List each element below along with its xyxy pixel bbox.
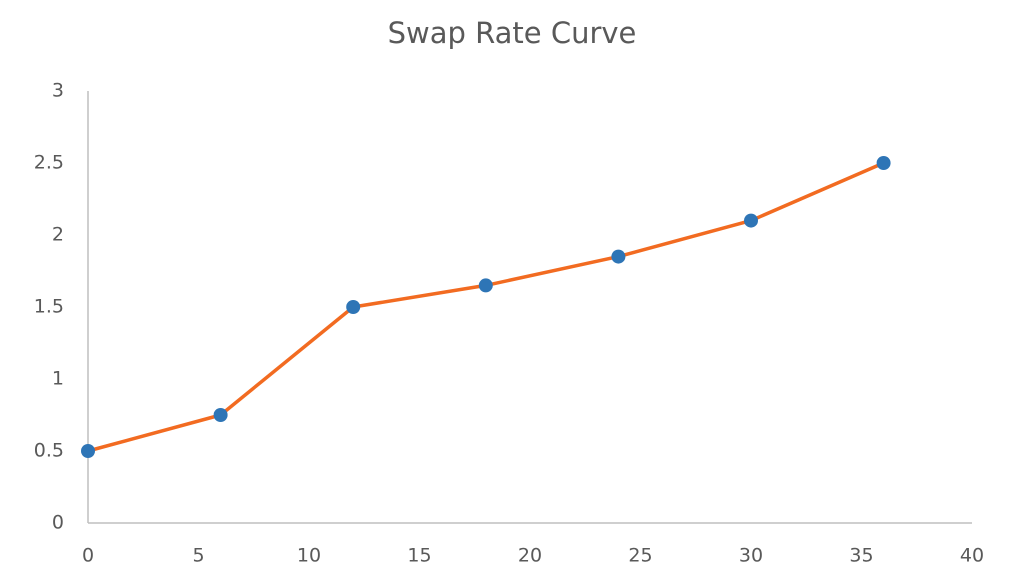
y-tick-label: 0 — [52, 512, 64, 534]
chart-title: Swap Rate Curve — [388, 16, 637, 50]
marker — [611, 249, 626, 264]
line — [87, 161, 885, 453]
x-tick-label: 15 — [407, 545, 431, 567]
x-tick-label: 40 — [960, 545, 984, 567]
x-tick-label: 5 — [192, 545, 204, 567]
marker — [213, 408, 228, 422]
y-tick-label: 1 — [52, 368, 64, 390]
y-tick-label: 1.5 — [34, 296, 64, 318]
x-tick-label: 10 — [297, 545, 321, 567]
x-tick-label: 30 — [739, 545, 763, 567]
marker — [876, 156, 891, 170]
x-tick-label: 20 — [518, 545, 542, 567]
x-tick-label: 25 — [628, 545, 652, 567]
y-tick-label: 3 — [52, 80, 64, 102]
y-tick-label: 0.5 — [34, 440, 64, 462]
marker — [744, 213, 758, 228]
x-tick-label: 35 — [849, 545, 873, 567]
x-tick-label: 0 — [82, 545, 94, 567]
marker — [346, 300, 361, 314]
marker — [478, 278, 493, 293]
marker — [81, 444, 95, 458]
y-tick-label: 2.5 — [34, 152, 64, 174]
y-tick-label: 2 — [52, 224, 64, 246]
